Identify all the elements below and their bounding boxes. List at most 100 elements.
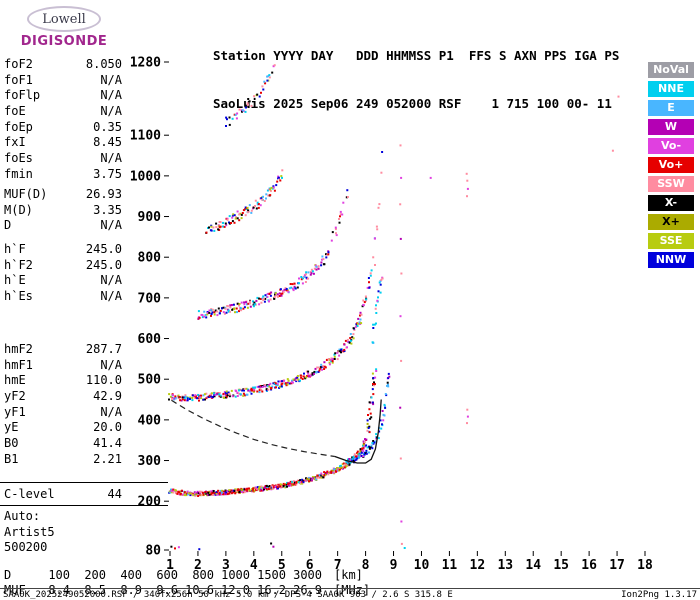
- digisonde-wordmark: DIGISONDE: [20, 34, 108, 49]
- header-block: Station YYYY DAY DDD HHMMSS P1 FFS S AXN…: [213, 16, 619, 128]
- x-tick-label: 1: [166, 558, 174, 573]
- param-value: 287.7: [85, 342, 122, 356]
- param-label: h`Es: [4, 289, 33, 304]
- param-label: hmF1: [4, 357, 33, 372]
- y-tick-label: 1280: [130, 56, 161, 71]
- dm-value: 10.6: [185, 582, 214, 597]
- param-label: h`F2: [4, 257, 33, 272]
- divider-line: [0, 505, 168, 506]
- echo-trace-F2-3hop-spread: [330, 189, 349, 242]
- auto-line: Artist5: [4, 525, 122, 541]
- y-tick-label: 600: [138, 332, 162, 347]
- dm-value: 1000: [221, 568, 250, 582]
- param-row-yF1: yF1 N/A: [4, 405, 122, 421]
- param-row-foF1: foF1 N/A: [4, 73, 122, 89]
- param-value: N/A: [100, 357, 122, 372]
- param-row-fxI: fxI 8.45: [4, 135, 122, 151]
- param-row-foEp: foEp 0.35: [4, 120, 122, 136]
- x-tick-label: 15: [553, 558, 569, 573]
- param-row-foFlp: foFlp N/A: [4, 88, 122, 104]
- param-row-yF2: yF2 42.9: [4, 389, 122, 405]
- param-value: N/A: [100, 151, 122, 166]
- param-label: foE: [4, 104, 26, 119]
- legend-item-E: E: [648, 100, 694, 116]
- dmuf-table: D 100 200 400 600 800 1000 1500 3000 [km] MUF 8.4 8…: [4, 568, 370, 597]
- dm-value: 1500: [257, 568, 286, 582]
- param-value: N/A: [100, 72, 122, 87]
- param-label: foF1: [4, 72, 33, 87]
- y-tick-label: 300: [138, 454, 162, 469]
- param-label: h`E: [4, 273, 26, 288]
- autoscaling-info: Auto: Artist5 500200: [4, 509, 122, 556]
- param-value: N/A: [100, 404, 122, 419]
- dm-value: 100: [48, 568, 70, 582]
- param-row-foEs: foEs N/A: [4, 151, 122, 167]
- echo-trace-F2-1hop-X: [345, 372, 391, 465]
- param-value: 245.0: [85, 242, 122, 256]
- param-row-h`E: h`E N/A: [4, 273, 122, 289]
- x-tick-label: 4: [250, 558, 258, 573]
- param-label: fxI: [4, 135, 26, 150]
- param-label: foEs: [4, 151, 33, 166]
- y-tick-label: 700: [138, 291, 162, 306]
- y-tick-label: 1000: [130, 169, 161, 184]
- param-group-heights: h`F 245.0 h`F2 245.0 h`E N/A h`Es N/A: [4, 242, 122, 305]
- dm-value: 3000: [293, 568, 322, 582]
- param-value: 0.35: [93, 119, 122, 134]
- param-label: hmE: [4, 373, 26, 388]
- auto-text: Auto:: [4, 509, 41, 523]
- legend-item-NNE: NNE: [648, 81, 694, 97]
- dm-value: 8.5: [84, 582, 106, 597]
- param-label: yF2: [4, 389, 26, 404]
- x-tick-label: 8: [362, 558, 370, 573]
- dm-value: 12.0: [221, 582, 250, 597]
- param-row-B1: B1 2.21: [4, 452, 122, 468]
- legend-item-NNW: NNW: [648, 252, 694, 268]
- param-row-h`F2: h`F2 245.0: [4, 258, 122, 274]
- x-tick-label: 2: [194, 558, 202, 573]
- param-label: fmin: [4, 166, 33, 181]
- y-axis-ticks: 80 200 300 400 500 600 700 800 900 1000 1100 1280: [130, 56, 169, 559]
- param-row-fmin: fmin 3.75: [4, 167, 122, 183]
- param-value: 44: [107, 487, 122, 501]
- param-value: N/A: [100, 218, 122, 233]
- param-value: 2.21: [93, 451, 122, 466]
- x-tick-label: 12: [470, 558, 486, 573]
- x-tick-label: 18: [637, 558, 653, 573]
- param-value: 245.0: [85, 257, 122, 272]
- x-tick-label: 14: [525, 558, 541, 573]
- legend: NoVal NNE E W Vo- Vo+ SSW X- X+ SSE NNW: [648, 62, 696, 271]
- echo-trace-F2-2hop-X: [371, 276, 384, 344]
- echo-trace-F2-2hop-O: [168, 269, 373, 402]
- interference-points: [170, 95, 620, 551]
- param-row-C-level: C-level 44: [4, 487, 122, 503]
- x-tick-label: 13: [497, 558, 513, 573]
- muf-row: MUF 8.4 8.5 8.9 9.6 10.6 12.0 16.2 26.9 [MHz]: [4, 583, 370, 598]
- dm-value: 600: [156, 568, 178, 582]
- param-row-h`F: h`F 245.0: [4, 242, 122, 258]
- dm-value: 8.9: [120, 582, 142, 597]
- param-label: foFlp: [4, 88, 41, 103]
- logo: Lowell DIGISONDE: [8, 6, 120, 49]
- dm-value: 26.9: [293, 582, 322, 597]
- param-row-D: D N/A: [4, 218, 122, 234]
- status-program-version: Ion2Png 1.3.17: [621, 590, 697, 600]
- auto-line: Auto:: [4, 509, 122, 525]
- calculated-muf-curve: [171, 399, 335, 458]
- param-value: 41.4: [93, 436, 122, 451]
- param-row-B0: B0 41.4: [4, 436, 122, 452]
- param-label: D: [4, 218, 12, 233]
- divider-line: [0, 482, 168, 483]
- status-bar: SAA0K_2025249052000.RSF / 340fx256h 50 k…: [0, 588, 700, 600]
- param-value: 26.93: [85, 187, 122, 201]
- parameter-panel: foF2 8.050 foF1 N/A foFlp N/A foE N/A foEp 0.35 fx…: [0, 0, 172, 600]
- param-group-profile: hmF2 287.7 hmF1 N/A hmE 110.0 yF2 42.9 yF1 N/A yE 2…: [4, 342, 122, 468]
- param-label: h`F: [4, 242, 26, 256]
- x-tick-label: 17: [609, 558, 625, 573]
- param-row-h`Es: h`Es N/A: [4, 289, 122, 305]
- param-label: B1: [4, 451, 19, 466]
- legend-item-Vo+: Vo+: [648, 157, 694, 173]
- echo-trace-F2-2hop-spread: [372, 151, 384, 266]
- dm-value: 9.6: [156, 582, 178, 597]
- param-value: N/A: [100, 273, 122, 288]
